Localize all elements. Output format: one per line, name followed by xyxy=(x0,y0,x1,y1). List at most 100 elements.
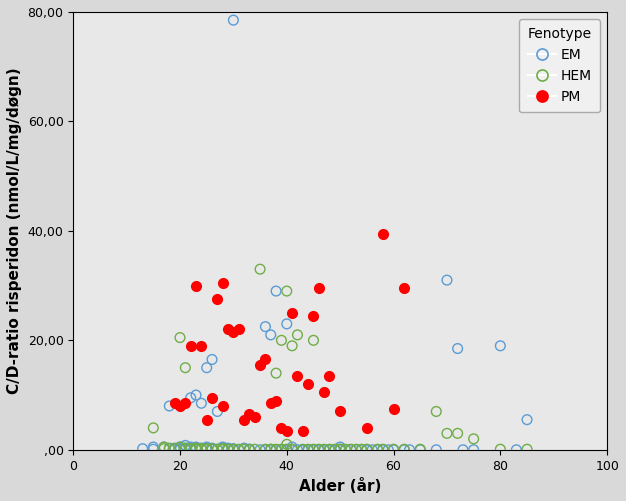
Point xyxy=(197,342,207,350)
Point xyxy=(239,445,249,453)
Point xyxy=(324,372,334,380)
Point xyxy=(330,445,340,453)
Point xyxy=(223,325,233,333)
Point xyxy=(335,445,345,453)
Point xyxy=(180,444,190,452)
Y-axis label: C/D-ratio risperidon (nmol/L/mg/døgn): C/D-ratio risperidon (nmol/L/mg/døgn) xyxy=(7,68,22,394)
Point xyxy=(277,445,287,453)
Point xyxy=(148,424,158,432)
Point xyxy=(314,285,324,293)
Point xyxy=(319,445,329,453)
Point xyxy=(287,446,297,454)
Point xyxy=(170,399,180,407)
Point xyxy=(244,445,254,453)
Point xyxy=(202,416,212,424)
Point xyxy=(228,445,239,453)
Point xyxy=(330,446,340,454)
Point xyxy=(442,429,452,437)
Point xyxy=(266,399,276,407)
Point xyxy=(191,445,201,453)
Point xyxy=(324,445,334,453)
Point xyxy=(197,445,207,453)
Point xyxy=(228,328,239,336)
Point xyxy=(228,446,239,454)
Point xyxy=(522,416,532,424)
Point xyxy=(218,402,228,410)
Point xyxy=(372,445,382,453)
Point xyxy=(378,229,388,237)
Point xyxy=(170,445,180,453)
Point xyxy=(378,446,388,454)
Point xyxy=(186,445,196,453)
Point xyxy=(271,369,281,377)
Point xyxy=(271,446,281,454)
Point xyxy=(266,446,276,454)
Point xyxy=(186,445,196,453)
Point xyxy=(228,16,239,24)
Point xyxy=(335,446,345,454)
Point xyxy=(287,342,297,350)
Point xyxy=(292,331,302,339)
Point xyxy=(399,445,409,453)
Point xyxy=(287,443,297,451)
Point xyxy=(282,427,292,435)
Point xyxy=(207,445,217,453)
Point xyxy=(233,445,244,453)
Point xyxy=(223,444,233,452)
Point xyxy=(218,279,228,287)
Point xyxy=(164,444,174,452)
Point xyxy=(223,445,233,453)
Point xyxy=(415,446,425,454)
Point xyxy=(223,445,233,453)
Point xyxy=(469,446,479,454)
Point xyxy=(389,405,399,413)
Point xyxy=(335,407,345,415)
Point xyxy=(303,446,313,454)
Point xyxy=(202,364,212,372)
Point xyxy=(282,440,292,448)
Point xyxy=(415,445,425,453)
Point xyxy=(175,445,185,453)
Point xyxy=(170,444,180,452)
Point xyxy=(271,396,281,404)
Point xyxy=(255,265,265,273)
Point xyxy=(309,445,319,453)
Point xyxy=(191,444,201,452)
Point xyxy=(218,445,228,453)
Point xyxy=(298,446,308,454)
Point xyxy=(309,336,319,344)
Point xyxy=(319,446,329,454)
Point xyxy=(330,446,340,454)
Point xyxy=(362,445,372,453)
Point xyxy=(244,445,254,453)
Point xyxy=(271,445,281,453)
Point xyxy=(212,295,222,303)
Point xyxy=(207,394,217,402)
Point xyxy=(335,445,345,453)
Point xyxy=(292,446,302,454)
Point xyxy=(159,445,169,453)
Point xyxy=(164,445,174,453)
Point xyxy=(175,334,185,342)
Point xyxy=(180,399,190,407)
Point xyxy=(522,445,532,453)
Point xyxy=(453,345,463,353)
Point xyxy=(389,445,399,453)
Point xyxy=(233,325,244,333)
Point xyxy=(319,446,329,454)
Point xyxy=(453,429,463,437)
Point xyxy=(282,446,292,454)
Point xyxy=(309,446,319,454)
Point xyxy=(218,445,228,453)
Point xyxy=(389,446,399,454)
Point xyxy=(292,372,302,380)
Point xyxy=(228,445,239,453)
Point xyxy=(404,446,414,454)
Point xyxy=(314,446,324,454)
Point xyxy=(255,361,265,369)
Point xyxy=(277,336,287,344)
Point xyxy=(260,323,270,331)
Point xyxy=(277,424,287,432)
Point xyxy=(207,356,217,364)
Point xyxy=(239,416,249,424)
